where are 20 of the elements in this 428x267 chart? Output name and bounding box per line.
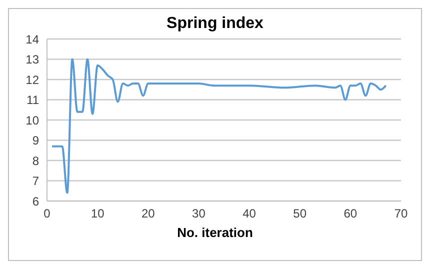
line-series [51,58,387,194]
y-tick-label: 10 [26,113,40,128]
y-tick-label: 13 [26,52,40,67]
x-tick-label: 20 [141,206,156,221]
y-tick-label: 12 [26,72,40,87]
y-tick-label: 9 [32,134,40,148]
y-tick-label: 11 [26,93,40,108]
y-tick-label: 7 [32,174,40,188]
x-tick-label: 40 [242,206,256,221]
chart-title: Spring index [166,15,264,33]
x-axis-title: No. iteration [176,225,254,240]
x-tick-label: 10 [90,206,105,221]
x-tick-label: 50 [293,206,307,221]
y-tick-label: 6 [32,194,40,208]
x-tick-label: 0 [44,206,51,221]
x-tick-label: 70 [394,206,408,221]
x-tick-label: 30 [192,206,206,221]
y-tick-label: 14 [26,32,40,46]
x-tick-label: 60 [344,206,358,221]
y-tick-label: 8 [32,154,40,168]
